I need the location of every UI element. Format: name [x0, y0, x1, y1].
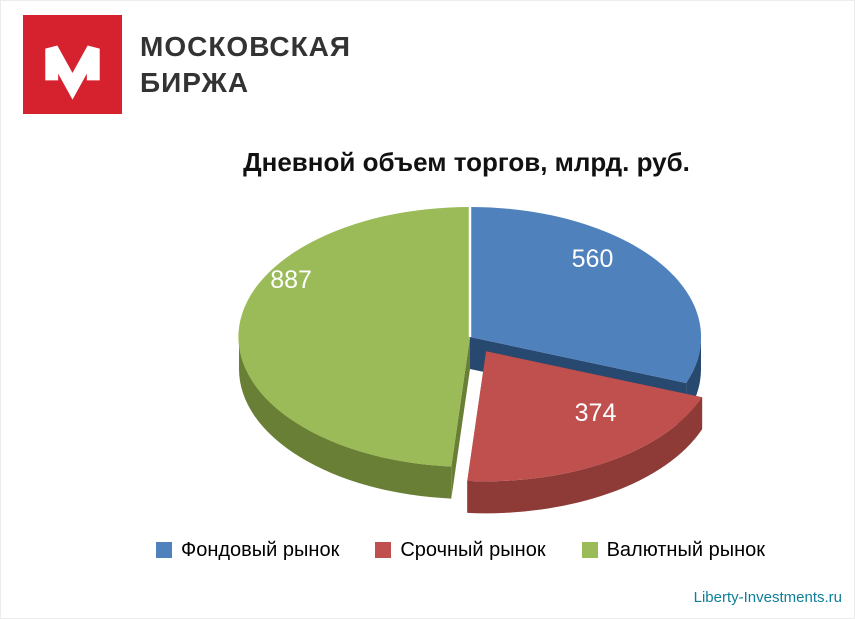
moex-m-icon: [45, 45, 100, 100]
legend-swatch: [581, 542, 598, 558]
svg-text:887: 887: [270, 266, 312, 294]
source-credit: Liberty-Investments.ru: [693, 589, 842, 606]
legend-item-currency-market: Валютный рынок: [581, 538, 765, 562]
moex-logo-mark: [23, 15, 122, 114]
legend-item-derivatives-market: Срочный рынок: [375, 538, 546, 562]
legend-label: Валютный рынок: [606, 538, 765, 561]
moex-logo-text: МОСКОВСКАЯ БИРЖА: [140, 29, 351, 101]
legend-swatch: [375, 542, 392, 558]
brand-line-2: БИРЖА: [140, 66, 250, 98]
legend-item-stock-market: Фондовый рынок: [156, 539, 339, 562]
svg-text:374: 374: [575, 399, 617, 427]
chart-legend: Фондовый рынок Срочный рынок Валютный ры…: [33, 533, 854, 567]
legend-label: Фондовый рынок: [181, 538, 340, 561]
legend-swatch: [156, 542, 173, 558]
chart-title: Дневной объем торгов, млрд. руб.: [243, 147, 690, 177]
legend-label: Срочный рынок: [400, 538, 546, 561]
moex-logo: МОСКОВСКАЯ БИРЖА: [23, 15, 351, 114]
svg-text:560: 560: [572, 245, 614, 273]
brand-line-1: МОСКОВСКАЯ: [140, 30, 352, 62]
